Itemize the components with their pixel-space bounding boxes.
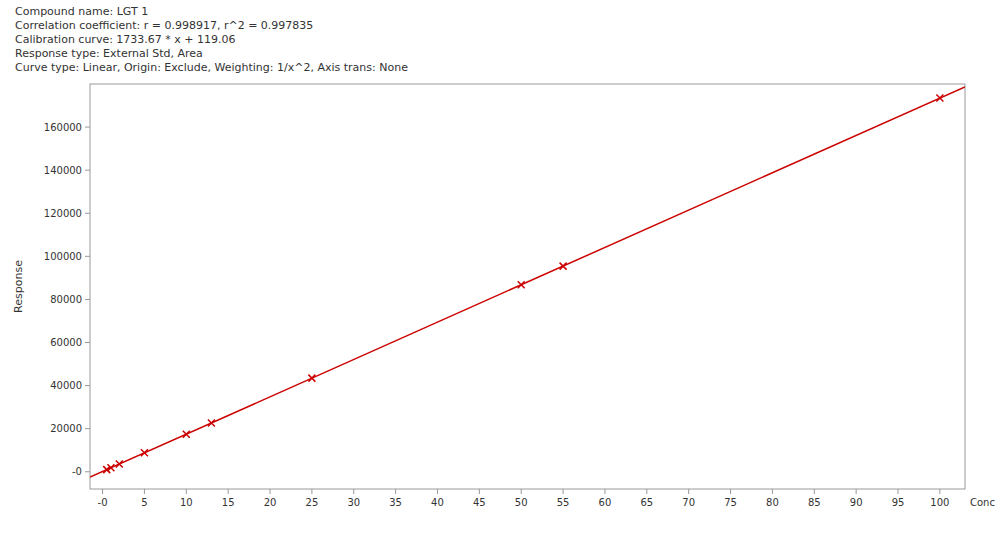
header-text: Response type: External Std, Area <box>15 47 203 60</box>
x-tick-label: 15 <box>222 497 235 508</box>
y-tick-label: 40000 <box>50 380 82 391</box>
data-point <box>116 461 123 468</box>
y-tick-label: 140000 <box>44 165 82 176</box>
y-tick <box>85 471 90 472</box>
x-tick <box>730 489 731 494</box>
fit-line <box>90 87 965 477</box>
x-tick-label: -0 <box>98 497 108 508</box>
y-tick <box>85 428 90 429</box>
header-text: Correlation coefficient: r = 0.998917, r… <box>15 19 313 32</box>
x-tick-label: 80 <box>766 497 779 508</box>
y-tick-label: 80000 <box>50 294 82 305</box>
data-point <box>141 449 148 456</box>
y-tick <box>85 213 90 214</box>
x-tick <box>102 489 103 494</box>
x-tick <box>856 489 857 494</box>
data-point <box>560 263 567 270</box>
y-tick <box>85 127 90 128</box>
x-tick <box>521 489 522 494</box>
x-tick-label: 25 <box>306 497 319 508</box>
data-layer <box>90 87 965 477</box>
x-tick-label: 60 <box>599 497 612 508</box>
y-tick <box>85 385 90 386</box>
x-tick <box>479 489 480 494</box>
plot-frame <box>90 84 965 489</box>
x-tick <box>270 489 271 494</box>
x-tick <box>898 489 899 494</box>
x-tick <box>772 489 773 494</box>
x-tick <box>437 489 438 494</box>
y-tick-label: -0 <box>72 466 82 477</box>
x-tick <box>939 489 940 494</box>
y-axis-label: Response <box>12 260 25 313</box>
x-tick-label: 20 <box>264 497 277 508</box>
x-tick-label: 90 <box>850 497 863 508</box>
chart: Compound name: LGT 1Correlation coeffici… <box>0 0 1000 543</box>
x-tick-label: 65 <box>640 497 653 508</box>
header-text: Compound name: LGT 1 <box>15 5 148 18</box>
y-tick-label: 120000 <box>44 208 82 219</box>
x-tick <box>353 489 354 494</box>
data-point <box>208 419 215 426</box>
data-point <box>518 281 525 288</box>
y-tick-label: 100000 <box>44 251 82 262</box>
data-point <box>107 464 114 471</box>
y-tick-label: 160000 <box>44 122 82 133</box>
x-tick <box>144 489 145 494</box>
data-point <box>308 375 315 382</box>
x-tick-label: 75 <box>724 497 737 508</box>
x-tick-label: 95 <box>892 497 905 508</box>
x-tick-label: 10 <box>180 497 193 508</box>
x-tick <box>228 489 229 494</box>
x-tick-label: 55 <box>557 497 570 508</box>
x-tick-label: 35 <box>389 497 402 508</box>
x-tick <box>311 489 312 494</box>
y-tick <box>85 256 90 257</box>
x-tick <box>563 489 564 494</box>
x-tick <box>186 489 187 494</box>
y-tick <box>85 299 90 300</box>
header-text: Calibration curve: 1733.67 * x + 119.06 <box>15 33 236 46</box>
y-tick-label: 20000 <box>50 423 82 434</box>
x-tick-label: 70 <box>682 497 695 508</box>
data-point <box>183 431 190 438</box>
y-tick <box>85 170 90 171</box>
x-tick-label: 85 <box>808 497 821 508</box>
x-tick-label: 40 <box>431 497 444 508</box>
x-tick-label: 45 <box>473 497 486 508</box>
x-axis-label: Conc <box>970 497 995 508</box>
x-tick-label: 30 <box>347 497 360 508</box>
y-tick <box>85 342 90 343</box>
x-tick <box>814 489 815 494</box>
x-tick-label: 50 <box>515 497 528 508</box>
x-tick <box>395 489 396 494</box>
data-point <box>936 95 943 102</box>
x-tick-label: 5 <box>141 497 147 508</box>
x-tick <box>646 489 647 494</box>
y-tick-label: 60000 <box>50 337 82 348</box>
x-tick <box>604 489 605 494</box>
x-tick-label: 100 <box>930 497 949 508</box>
header-text: Curve type: Linear, Origin: Exclude, Wei… <box>15 61 408 74</box>
x-tick <box>688 489 689 494</box>
